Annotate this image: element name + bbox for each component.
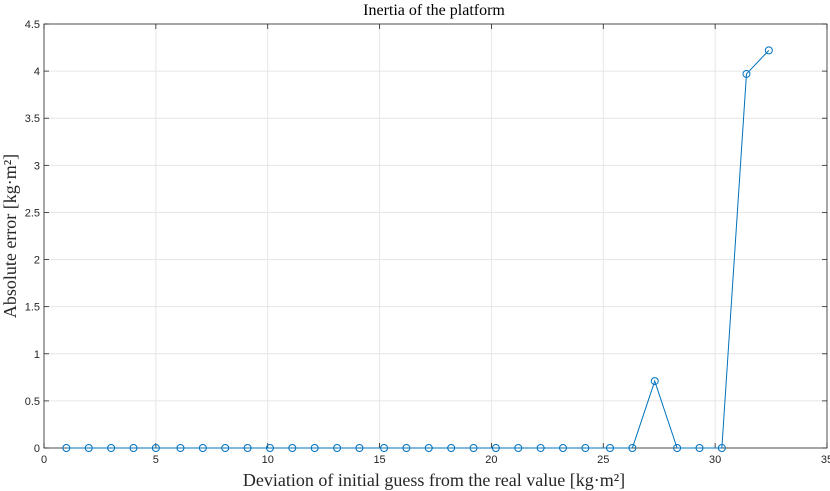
y-tick-label: 0.5: [25, 396, 40, 408]
ticks: 0 5 10 15 20 25 30 35 0 0.5 1 1.5 2 2.5 3 3.5 4 4.5: [25, 19, 830, 466]
y-tick-label: 2.5: [25, 207, 40, 219]
data-point: [650, 377, 659, 386]
data-point: [581, 444, 590, 452]
x-tick-label: 25: [597, 454, 609, 466]
data-point: [243, 444, 252, 452]
data-point: [559, 444, 568, 452]
data-point: [221, 444, 230, 452]
x-tick-label: 20: [485, 454, 497, 466]
data-point: [310, 444, 319, 452]
y-tick-label: 1.5: [25, 302, 40, 314]
y-tick-label: 3: [34, 160, 40, 172]
y-tick-label: 0: [34, 443, 40, 455]
x-tick-label: 10: [262, 454, 274, 466]
data-point: [742, 69, 751, 78]
data-point: [151, 444, 160, 452]
data-point: [84, 444, 93, 452]
data-point: [673, 444, 682, 452]
data-point: [491, 444, 500, 452]
data-point: [402, 444, 411, 452]
data-point: [355, 444, 364, 452]
data-point: [288, 444, 297, 452]
y-tick-label: 1: [34, 349, 40, 361]
data-point: [447, 444, 456, 452]
x-tick-label: 5: [153, 454, 159, 466]
y-axis-label: Absolute error [kg·m²]: [0, 154, 20, 318]
data-point: [265, 444, 274, 452]
data-point: [764, 46, 773, 55]
data-point: [695, 444, 704, 452]
data-point: [469, 444, 478, 452]
x-axis-label: Deviation of initial guess from the real…: [243, 470, 625, 490]
data-point: [605, 444, 614, 452]
y-tick-label: 2: [34, 255, 40, 267]
data-point: [62, 444, 71, 452]
data-point: [424, 444, 433, 452]
data-point: [198, 444, 207, 452]
data-point: [176, 444, 185, 452]
series-layer: [62, 46, 773, 452]
x-tick-label: 30: [709, 454, 721, 466]
y-tick-label: 3.5: [25, 113, 40, 125]
data-point: [333, 444, 342, 452]
data-point: [536, 444, 545, 452]
data-point: [380, 444, 389, 452]
data-point: [514, 444, 523, 452]
x-tick-label: 35: [821, 454, 830, 466]
data-point: [107, 444, 116, 452]
data-point: [628, 444, 637, 452]
data-point: [129, 444, 138, 452]
x-tick-label: 0: [41, 454, 47, 466]
chart-title: Inertia of the platform: [363, 2, 505, 19]
x-tick-label: 15: [373, 454, 385, 466]
data-point: [717, 444, 726, 452]
y-tick-label: 4.5: [25, 19, 40, 31]
y-tick-label: 4: [34, 66, 40, 78]
